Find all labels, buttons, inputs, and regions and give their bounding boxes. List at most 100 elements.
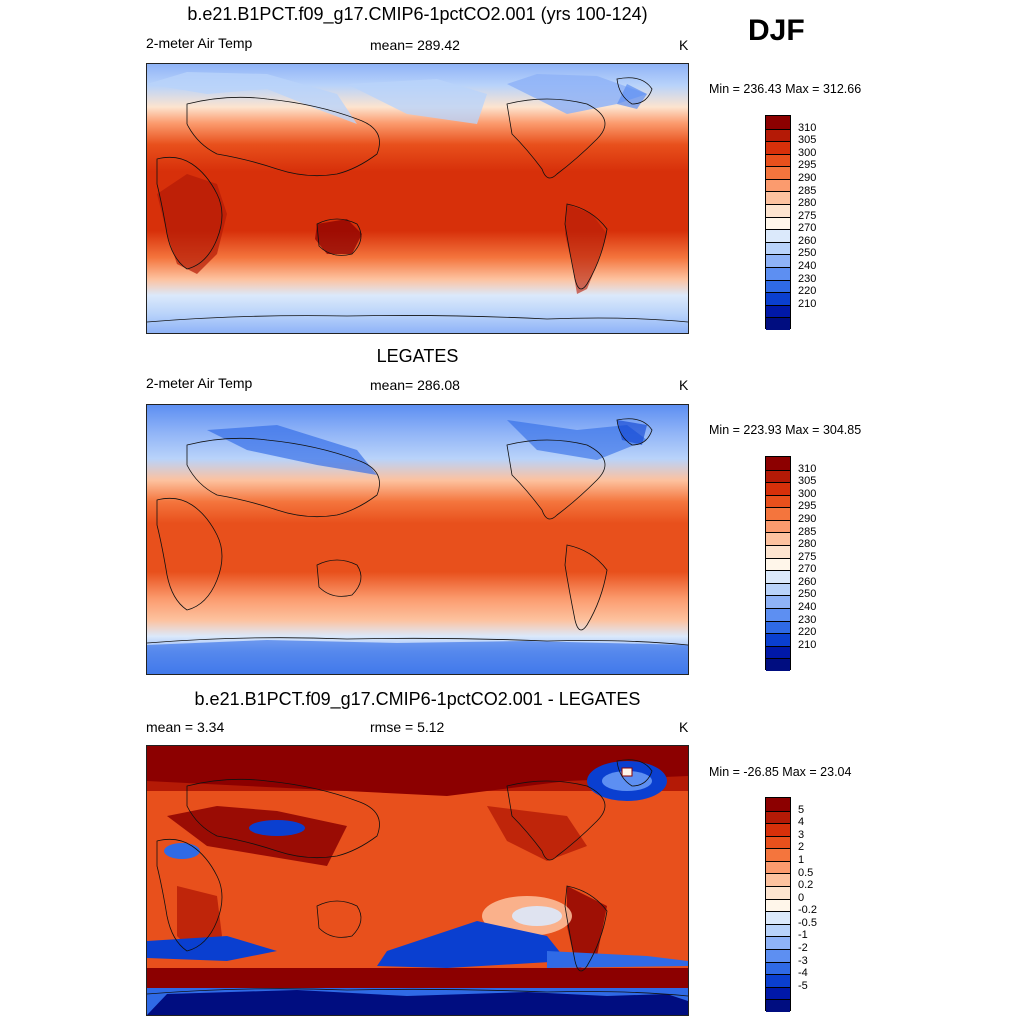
colorbar-segment <box>766 153 790 167</box>
colorbar-tick-label: 305 <box>798 134 817 147</box>
colorbar-tick-label: 1 <box>798 853 805 866</box>
colorbar-segment <box>766 948 790 962</box>
colorbar-segment <box>766 823 790 836</box>
colorbar-segment <box>766 595 790 608</box>
colorbar-segment <box>766 557 790 571</box>
colorbar-tick-label: 290 <box>798 512 817 525</box>
colorbar-tick-label: 0 <box>798 891 805 904</box>
colorbar-tick-label: 260 <box>798 575 817 588</box>
colorbar-segment <box>766 645 790 659</box>
colorbar-segment <box>766 519 790 533</box>
colorbar-tick-label: 4 <box>798 816 805 829</box>
panel-2-mean-label: mean= 286.08 <box>370 377 460 393</box>
panel-1-map-svg <box>147 64 688 333</box>
colorbar-tick-label: 280 <box>798 197 817 210</box>
colorbar-tick-label: 5 <box>798 803 805 816</box>
colorbar-tick-label: 2 <box>798 841 805 854</box>
colorbar-segment <box>766 633 790 646</box>
colorbar-tick-label: 295 <box>798 500 817 513</box>
colorbar-segment <box>766 911 790 924</box>
colorbar-segment <box>766 974 790 987</box>
colorbar-tick-label: 285 <box>798 525 817 538</box>
colorbar-tick-label: 270 <box>798 563 817 576</box>
colorbar-segment <box>766 570 790 583</box>
colorbar-tick-label: 290 <box>798 171 817 184</box>
colorbar-segment <box>766 898 790 912</box>
colorbar-segment <box>766 545 790 558</box>
colorbar-segment <box>766 469 790 483</box>
colorbar-tick-label: -3 <box>798 954 808 967</box>
panel-2-map <box>146 404 689 675</box>
panel-2-map-svg <box>147 405 688 674</box>
colorbar-segment <box>766 166 790 179</box>
colorbar-tick-label: 280 <box>798 538 817 551</box>
colorbar-tick-label: 250 <box>798 588 817 601</box>
panel-2-units-label: K <box>679 377 689 393</box>
colorbar-segment <box>766 607 790 621</box>
colorbar-segment <box>766 810 790 824</box>
colorbar-tick-label: 305 <box>798 475 817 488</box>
colorbar-segment <box>766 317 790 330</box>
colorbar-tick-label: 260 <box>798 234 817 247</box>
colorbar-segment <box>766 241 790 255</box>
colorbar-segment <box>766 266 790 280</box>
colorbar-tick-label: 240 <box>798 601 817 614</box>
panel-3-map <box>146 745 689 1016</box>
colorbar-segment <box>766 936 790 949</box>
panel-1-colorbar <box>765 115 791 330</box>
colorbar-tick-label: 295 <box>798 159 817 172</box>
colorbar-tick-label: 230 <box>798 272 817 285</box>
colorbar-segment <box>766 886 790 899</box>
colorbar-segment <box>766 835 790 849</box>
panel-1-mean-label: mean= 289.42 <box>370 37 460 53</box>
colorbar-segment <box>766 507 790 520</box>
colorbar-tick-label: 0.2 <box>798 879 814 892</box>
colorbar-tick-label: 210 <box>798 638 817 651</box>
colorbar-tick-label: -2 <box>798 942 808 955</box>
colorbar-segment <box>766 254 790 267</box>
colorbar-segment <box>766 128 790 142</box>
panel-2-colorbar <box>765 456 791 671</box>
colorbar-segment <box>766 798 790 811</box>
panel-3-colorbar <box>765 797 791 1012</box>
colorbar-segment <box>766 999 790 1012</box>
season-label: DJF <box>748 14 805 47</box>
colorbar-segment <box>766 860 790 874</box>
colorbar-tick-label: 310 <box>798 121 817 134</box>
panel-1-map <box>146 63 689 334</box>
colorbar-segment <box>766 304 790 318</box>
panel-2-variable-label: 2-meter Air Temp <box>146 375 253 391</box>
panel-3-rmse-label: rmse = 5.12 <box>370 719 445 735</box>
colorbar-tick-label: 300 <box>798 487 817 500</box>
colorbar-tick-label: -0.5 <box>798 916 817 929</box>
colorbar-tick-label: 270 <box>798 222 817 235</box>
colorbar-segment <box>766 457 790 470</box>
panel-3-map-svg <box>147 746 688 1015</box>
colorbar-segment <box>766 986 790 1000</box>
panel-3-minmax: Min = -26.85 Max = 23.04 <box>709 765 852 779</box>
colorbar-tick-label: -5 <box>798 979 808 992</box>
colorbar-segment <box>766 532 790 546</box>
panel-1-variable-label: 2-meter Air Temp <box>146 35 253 51</box>
panel-1-units-label: K <box>679 37 689 53</box>
panel-1-minmax: Min = 236.43 Max = 312.66 <box>709 82 862 96</box>
colorbar-tick-label: -0.2 <box>798 904 817 917</box>
colorbar-segment <box>766 191 790 205</box>
colorbar-segment <box>766 216 790 230</box>
colorbar-segment <box>766 141 790 154</box>
colorbar-segment <box>766 204 790 217</box>
panel-1-title: b.e21.B1PCT.f09_g17.CMIP6-1pctCO2.001 (y… <box>187 4 648 24</box>
colorbar-tick-label: -4 <box>798 967 808 980</box>
panel-3-mean-label: mean = 3.34 <box>146 719 225 735</box>
colorbar-tick-label: 310 <box>798 462 817 475</box>
colorbar-segment <box>766 482 790 495</box>
colorbar-tick-label: 220 <box>798 626 817 639</box>
colorbar-tick-label: 240 <box>798 260 817 273</box>
colorbar-tick-label: 3 <box>798 828 805 841</box>
colorbar-segment <box>766 279 790 293</box>
colorbar-segment <box>766 178 790 192</box>
colorbar-segment <box>766 873 790 887</box>
colorbar-segment <box>766 658 790 671</box>
colorbar-tick-label: 300 <box>798 146 817 159</box>
panel-3-title: b.e21.B1PCT.f09_g17.CMIP6-1pctCO2.001 - … <box>194 689 641 709</box>
